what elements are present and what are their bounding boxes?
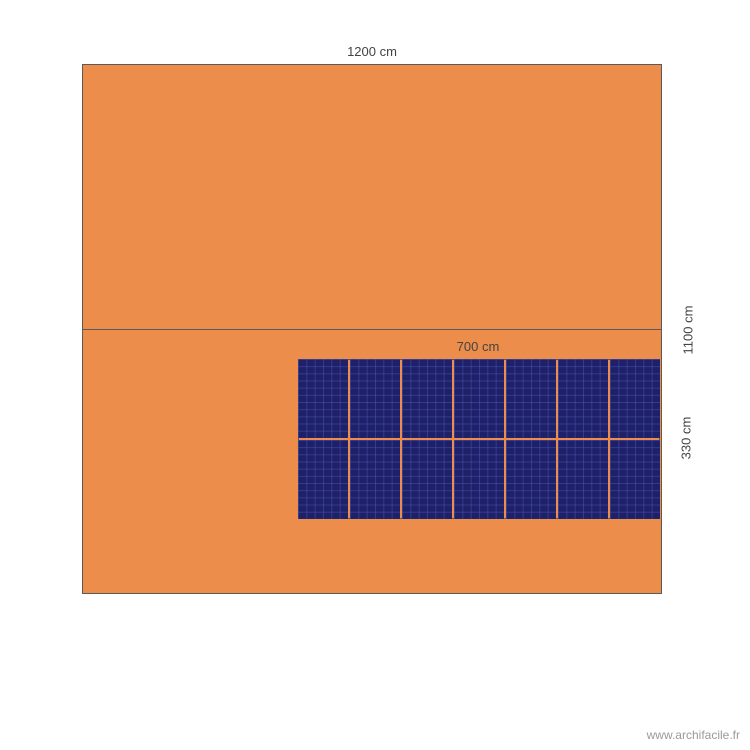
solar-panel bbox=[402, 359, 452, 438]
solar-panel bbox=[402, 440, 452, 519]
solar-panel bbox=[558, 440, 608, 519]
panel-cell-grid bbox=[402, 440, 452, 519]
solar-panel bbox=[506, 440, 556, 519]
panel-cell-grid bbox=[454, 359, 504, 438]
solar-panel bbox=[350, 359, 400, 438]
panel-cell-grid bbox=[506, 440, 556, 519]
dimension-roof-height: 1100 cm bbox=[681, 306, 696, 355]
panel-cell-grid bbox=[558, 359, 608, 438]
panel-cell-grid bbox=[350, 359, 400, 438]
roof-ridge-line bbox=[82, 329, 662, 330]
panel-cell-grid bbox=[506, 359, 556, 438]
solar-panel bbox=[610, 440, 660, 519]
panel-cell-grid bbox=[558, 440, 608, 519]
panel-cell-grid bbox=[298, 359, 348, 438]
panel-cell-grid bbox=[298, 440, 348, 519]
solar-panel bbox=[454, 359, 504, 438]
dimension-panels-height: 330 cm bbox=[679, 417, 694, 460]
solar-panel bbox=[506, 359, 556, 438]
panel-cell-grid bbox=[350, 440, 400, 519]
dimension-panels-width: 700 cm bbox=[457, 339, 500, 354]
panel-array bbox=[298, 359, 660, 519]
solar-panel bbox=[558, 359, 608, 438]
solar-panel bbox=[454, 440, 504, 519]
panel-cell-grid bbox=[454, 440, 504, 519]
panel-cell-grid bbox=[610, 440, 660, 519]
solar-panel bbox=[298, 359, 348, 438]
panel-cell-grid bbox=[610, 359, 660, 438]
panel-row bbox=[298, 440, 660, 519]
solar-panel bbox=[298, 440, 348, 519]
watermark-text: www.archifacile.fr bbox=[647, 728, 740, 742]
dimension-roof-width: 1200 cm bbox=[347, 44, 397, 59]
solar-panel bbox=[610, 359, 660, 438]
solar-panel bbox=[350, 440, 400, 519]
panel-cell-grid bbox=[402, 359, 452, 438]
drawing-stage: 1200 cm 1100 cm 700 cm 330 cm www.archif… bbox=[0, 0, 750, 750]
panel-row bbox=[298, 359, 660, 438]
